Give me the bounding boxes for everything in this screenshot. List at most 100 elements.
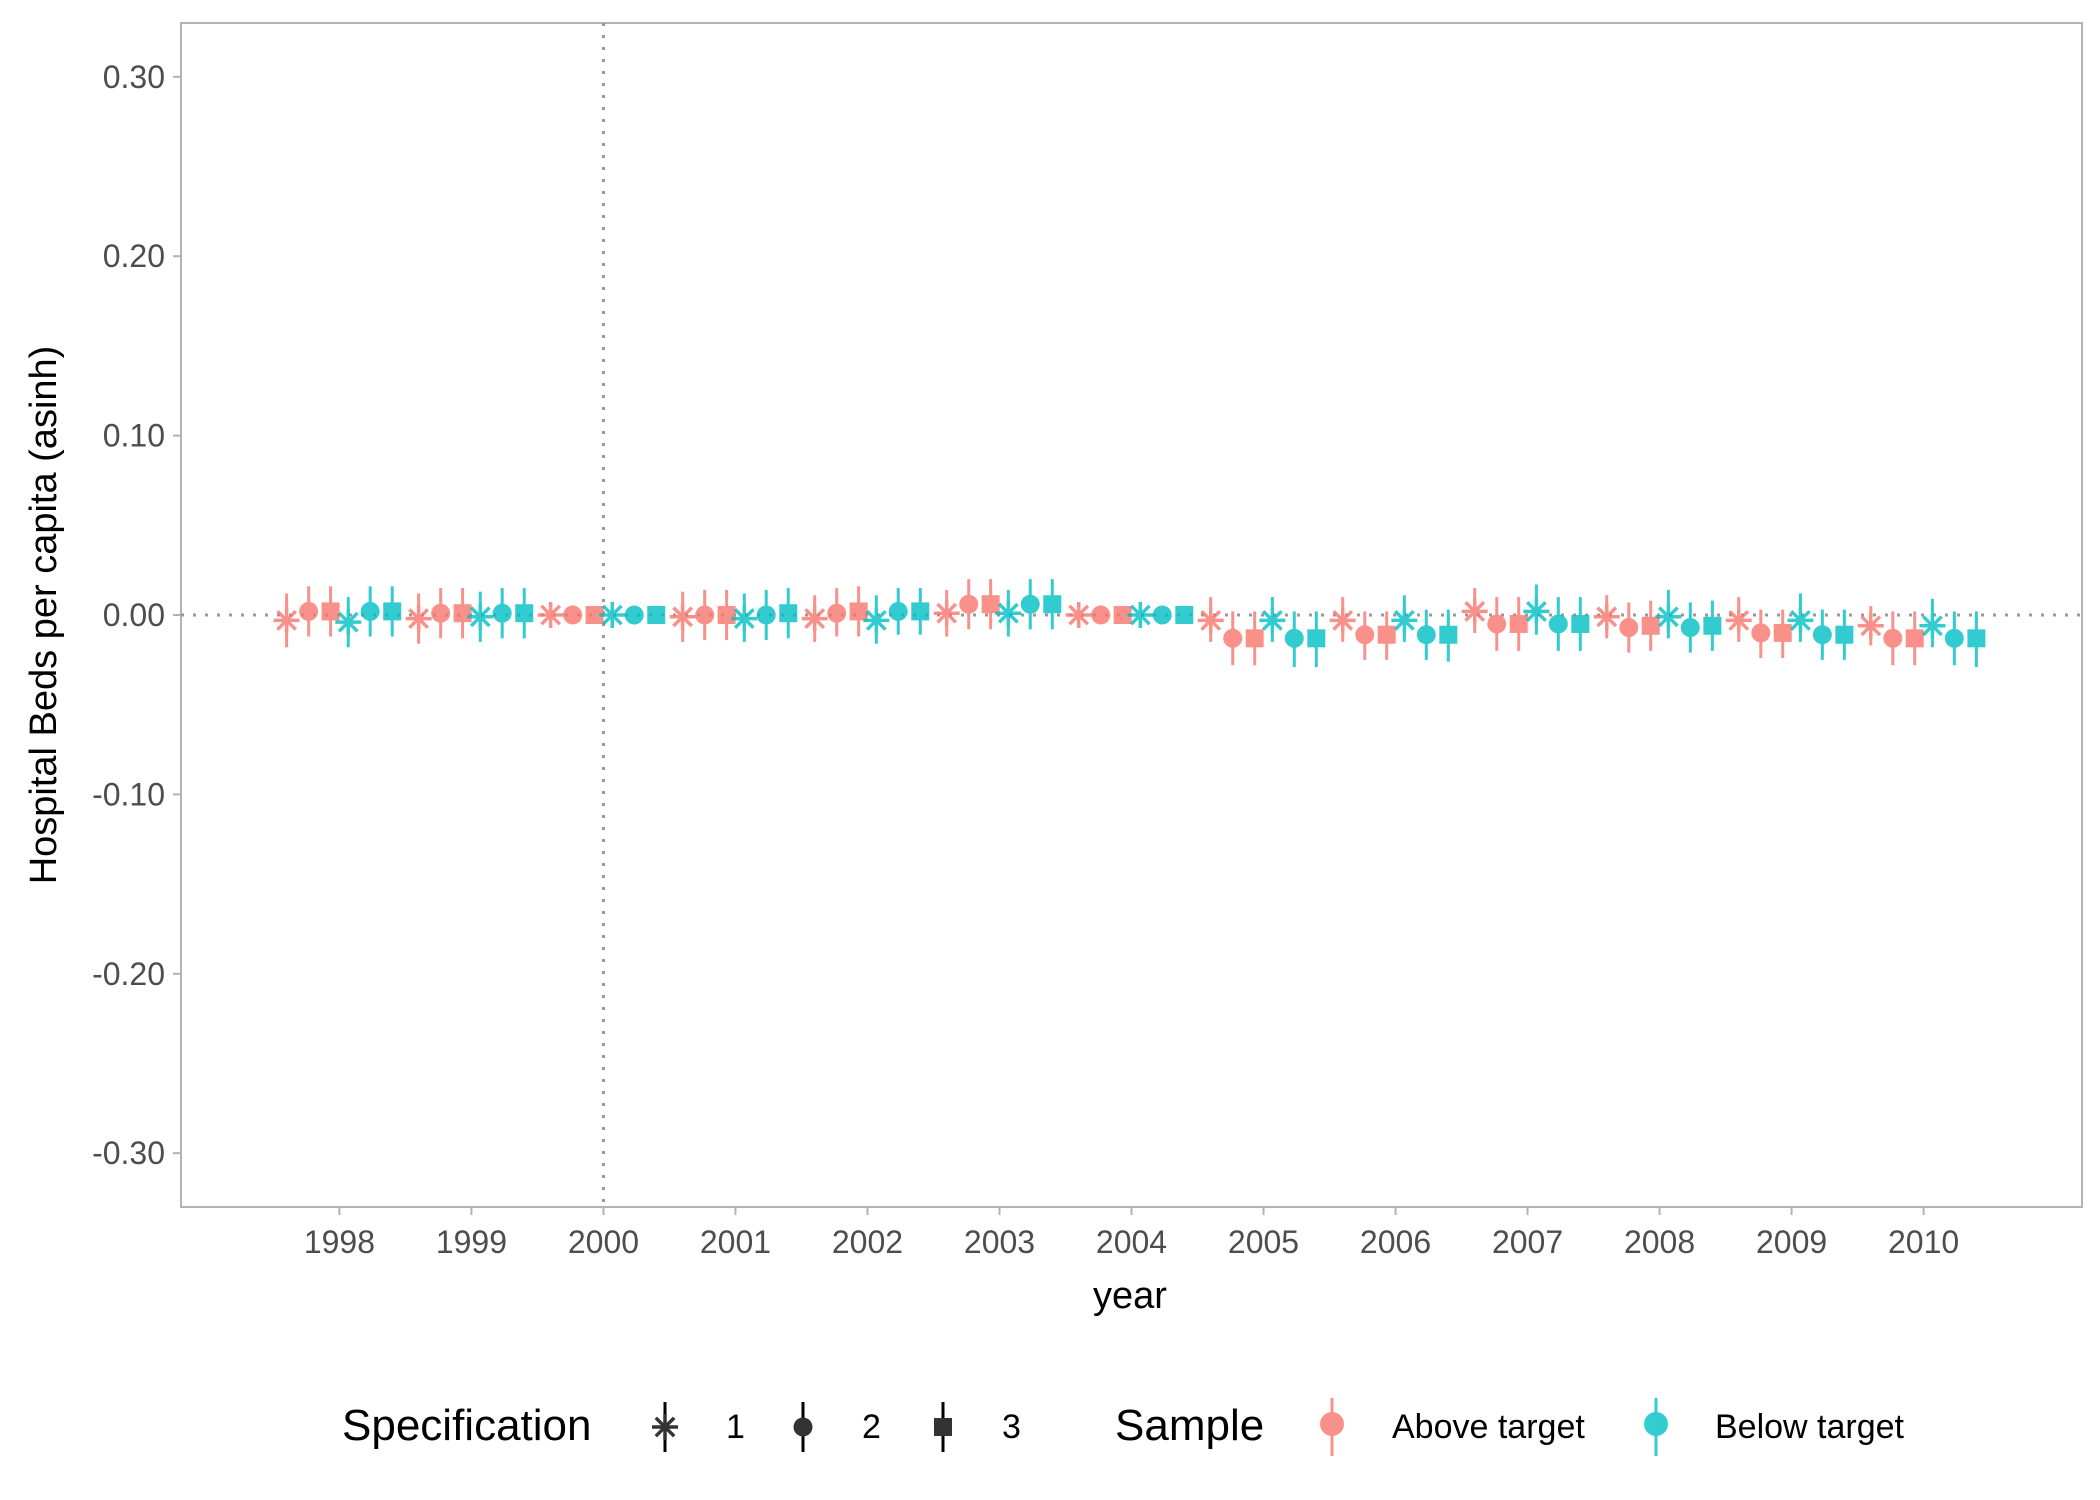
data-point [1619, 602, 1639, 653]
point-marker-circle [1223, 628, 1243, 648]
y-tick-label: 0.30 [103, 59, 165, 95]
point-marker-square [911, 602, 930, 621]
point-marker-square [981, 595, 1000, 614]
asterisk-stroke [1657, 606, 1679, 628]
asterisk-stroke [1200, 609, 1222, 631]
data-point [1773, 609, 1792, 659]
data-point [1787, 593, 1814, 642]
data-point [911, 588, 930, 635]
x-tick-label: 2003 [964, 1224, 1035, 1260]
point-marker-circle [1487, 614, 1507, 634]
point-marker-square [585, 606, 604, 624]
legend-label-spec-3: 3 [1002, 1408, 1021, 1446]
data-point [959, 579, 979, 630]
legend-key-spec-2 [793, 1402, 813, 1452]
point-marker-asterisk [1593, 603, 1620, 630]
point-marker-asterisk [1787, 607, 1814, 634]
data-point [1259, 597, 1286, 642]
point-marker-square [1509, 614, 1528, 633]
asterisk-stroke [1789, 609, 1811, 631]
data-point [563, 605, 583, 625]
data-point [1883, 611, 1903, 666]
x-axis-title: year [1093, 1275, 1167, 1317]
data-point [779, 588, 798, 639]
y-axis: 0.30 0.20 0.10 0.00 -0.10 -0.20 -0.30 [92, 59, 181, 1171]
data-point [1439, 609, 1458, 662]
data-point [1725, 597, 1752, 642]
data-point [1329, 597, 1356, 642]
data-point [1593, 595, 1620, 639]
asterisk-stroke [1261, 609, 1283, 631]
data-point [827, 588, 847, 637]
point-marker-square [1703, 616, 1722, 635]
data-point [1127, 602, 1154, 628]
data-point [647, 606, 666, 624]
data-point [1655, 589, 1682, 639]
series-below-target-spec-1 [335, 584, 1946, 648]
x-tick-label: 2002 [832, 1224, 903, 1260]
legend-key-sample-above [1320, 1398, 1344, 1456]
data-point [624, 605, 644, 625]
point-marker-square [1439, 625, 1458, 644]
data-point [537, 602, 564, 628]
legend-key-circle-icon [793, 1417, 813, 1437]
data-point [360, 586, 380, 637]
asterisk-stroke [672, 606, 694, 628]
legend-key-spec-3 [934, 1402, 952, 1452]
x-tick-label: 2006 [1360, 1224, 1431, 1260]
point-marker-circle [1091, 605, 1111, 625]
data-point [1223, 611, 1243, 666]
x-tick-label: 2009 [1756, 1224, 1827, 1260]
x-tick-label: 2010 [1888, 1224, 1959, 1260]
data-point [1065, 602, 1092, 628]
asterisk-stroke [1129, 604, 1151, 626]
data-point [1043, 579, 1062, 630]
data-point [1680, 602, 1700, 653]
point-marker-square [1641, 616, 1660, 635]
asterisk-stroke [997, 602, 1019, 624]
data-marks [273, 579, 1986, 668]
asterisk-stroke [1921, 615, 1943, 637]
x-tick-label: 2001 [700, 1224, 771, 1260]
data-point [1919, 598, 1946, 648]
point-marker-asterisk [731, 605, 758, 632]
point-marker-circle [1020, 594, 1040, 614]
data-point [1391, 595, 1418, 642]
asterisk-stroke [1332, 609, 1354, 631]
legend-key-square-icon [934, 1418, 952, 1436]
point-marker-asterisk [1725, 607, 1752, 634]
data-point [849, 586, 868, 637]
point-marker-circle [827, 603, 847, 623]
data-point [1641, 600, 1660, 651]
y-tick-label: 0.10 [103, 418, 165, 454]
legend-key-circle-icon [1644, 1412, 1668, 1436]
point-marker-asterisk [801, 605, 828, 632]
data-point [1857, 606, 1884, 646]
point-marker-square [1245, 629, 1264, 648]
legend-label-spec-2: 2 [862, 1408, 881, 1446]
point-marker-circle [1812, 625, 1832, 645]
point-marker-square [515, 604, 534, 623]
data-point [453, 588, 472, 639]
series-below-target-spec-2 [360, 579, 1964, 668]
point-marker-circle [1548, 614, 1568, 634]
y-tick-label: -0.30 [92, 1135, 165, 1171]
asterisk-stroke [1393, 609, 1415, 631]
point-marker-asterisk [1329, 607, 1356, 634]
point-marker-circle [431, 603, 451, 623]
data-point [1812, 609, 1832, 660]
point-marker-square [1905, 629, 1924, 648]
data-point [1245, 611, 1264, 666]
data-point [405, 593, 432, 644]
legend-specification-keys [652, 1402, 952, 1452]
series-above-target-spec-3 [321, 579, 1924, 666]
data-point [1571, 597, 1590, 651]
point-marker-asterisk [467, 603, 494, 630]
point-marker-circle [1751, 623, 1771, 643]
legend-key-circle-icon [1320, 1412, 1344, 1436]
point-marker-asterisk [1523, 598, 1550, 625]
data-point [599, 602, 626, 628]
legend-label-spec-1: 1 [726, 1408, 745, 1446]
asterisk-stroke [936, 602, 958, 624]
data-point [1944, 611, 1964, 666]
